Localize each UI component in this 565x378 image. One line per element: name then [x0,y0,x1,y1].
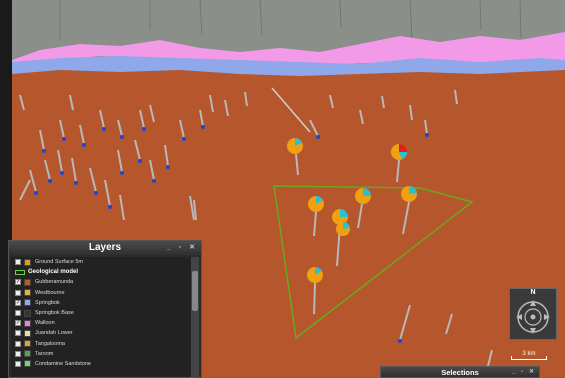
layer-swatch [24,340,31,348]
layer-checkbox[interactable] [15,360,21,367]
scale-bar: 3 km [507,350,551,362]
compass-widget[interactable]: N [509,288,557,340]
layer-checkbox[interactable] [15,310,21,317]
pie-marker [336,221,350,236]
pie-marker [308,195,324,237]
selections-panel-title: Selections [441,368,479,377]
layers-panel-header[interactable]: Layers _ ▫ ✕ [9,241,201,255]
selection-polygon[interactable] [273,185,474,340]
layer-label: Walloon [35,320,55,327]
layers-panel-title: Layers [88,242,122,253]
layer-label: Springbok Base [35,310,74,317]
well-tips [34,125,429,343]
group-folder-icon[interactable] [15,269,25,275]
layer-swatch [24,289,31,297]
layer-swatch [24,360,31,368]
compass-rose-icon[interactable] [510,294,556,340]
layer-item[interactable]: Juandah Lower [11,328,191,338]
layer-label: Tangalooma [35,340,65,347]
layer-item[interactable]: Condamine Sandstone [11,359,191,369]
layer-swatch [24,299,31,307]
layer-label: Westbourne [35,289,65,296]
layer-item[interactable]: Westbourne [11,288,191,298]
layer-swatch [24,350,31,358]
compass-north-label: N [530,289,536,296]
selections-window-buttons[interactable]: _ ▫ ✕ [512,369,536,375]
layer-swatch [24,309,31,317]
layers-window-buttons[interactable]: _ ▫ ✕ [166,244,198,251]
layer-item[interactable]: ✓ Walloon [11,318,191,328]
layer-checkbox[interactable]: ✓ [15,299,21,306]
layer-checkbox[interactable] [15,350,21,357]
layer-label: Juandah Lower [35,330,73,337]
layer-list: Ground Surface 5m Geological model ✓ Gub… [11,257,191,377]
layer-label: Springbok [35,299,60,306]
layer-label: Gubberamunda [35,279,74,286]
layers-panel: Layers _ ▫ ✕ Ground Surface 5m Geologica… [8,240,202,378]
layer-checkbox[interactable] [15,340,21,347]
layer-label: Condamine Sandstone [35,360,91,367]
pie-marker [391,144,407,183]
layer-checkbox[interactable]: ✓ [15,320,21,327]
pie-marker [287,138,303,176]
layers-scrollbar-thumb[interactable] [192,271,198,311]
layer-swatch [24,329,31,337]
layer-checkbox[interactable]: ✓ [15,279,21,286]
layer-item[interactable]: Springbok Base [11,308,191,318]
layer-item[interactable]: ✓ Springbok [11,298,191,308]
layer-swatch [24,319,31,327]
layer-item[interactable]: Tangalooma [11,339,191,349]
layer-item[interactable]: Ground Surface 5m [11,257,191,267]
scale-label: 3 km [522,351,536,357]
scale-line [511,356,547,360]
layer-group-label: Geological model [28,269,79,276]
layer-label: Ground Surface 5m [35,259,83,266]
layer-group[interactable]: Geological model [11,267,191,277]
layer-checkbox[interactable] [15,259,21,266]
pie-marker [355,188,371,229]
pie-markers[interactable] [287,138,417,315]
pie-marker [307,266,323,315]
selections-panel-header[interactable]: Selections _ ▫ ✕ [380,366,540,378]
layer-item[interactable]: Taroom [11,349,191,359]
pie-marker [401,185,417,235]
layer-checkbox[interactable] [15,330,21,337]
layer-label: Taroom [35,350,54,357]
layer-item[interactable]: ✓ Gubberamunda [11,277,191,287]
layer-swatch [24,278,31,286]
layer-checkbox[interactable] [15,289,21,296]
layer-swatch [24,258,31,266]
layers-scrollbar[interactable] [191,257,199,377]
background-wells [59,0,522,41]
wells [19,87,493,367]
